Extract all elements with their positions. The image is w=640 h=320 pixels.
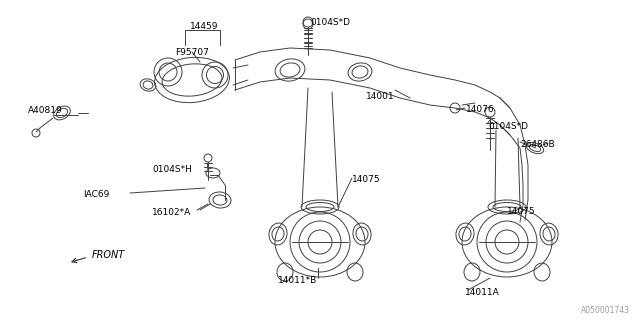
Text: 14075: 14075 [507, 207, 536, 216]
Text: 14011*B: 14011*B [278, 276, 317, 285]
Text: 14001: 14001 [366, 92, 395, 101]
Text: F95707: F95707 [175, 48, 209, 57]
Text: A40819: A40819 [28, 106, 63, 115]
Text: IAC69: IAC69 [83, 190, 109, 199]
Text: 16102*A: 16102*A [152, 208, 191, 217]
Text: FRONT: FRONT [92, 250, 125, 260]
Text: 14075: 14075 [352, 175, 381, 184]
Text: 0104S*D: 0104S*D [488, 122, 528, 131]
Text: 26486B: 26486B [520, 140, 555, 149]
Text: 14076: 14076 [466, 105, 495, 114]
Text: 14459: 14459 [190, 22, 218, 31]
Text: 0104S*H: 0104S*H [152, 165, 192, 174]
Text: A050001743: A050001743 [581, 306, 630, 315]
Text: 0104S*D: 0104S*D [310, 18, 350, 27]
Text: 14011A: 14011A [465, 288, 500, 297]
